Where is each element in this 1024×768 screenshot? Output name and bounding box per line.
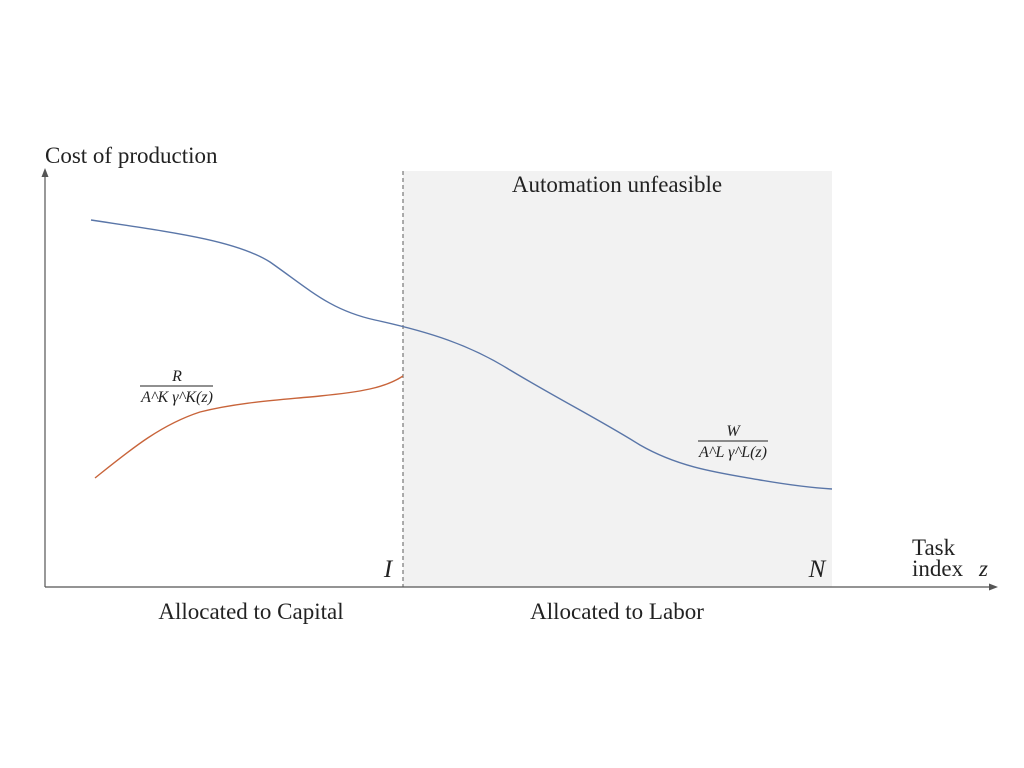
capital-formula-numerator: R bbox=[171, 368, 182, 385]
y-axis-label: Cost of production bbox=[45, 143, 218, 168]
automation-unfeasible-title: Automation unfeasible bbox=[512, 172, 722, 197]
marker-N: N bbox=[808, 556, 827, 583]
capital-cost-curve bbox=[94, 375, 404, 479]
marker-I: I bbox=[383, 556, 394, 583]
allocated-to-labor-label: Allocated to Labor bbox=[530, 599, 704, 624]
x-axis-arrow-icon bbox=[989, 583, 998, 591]
capital-cost-formula: R A^K γ^K(z) bbox=[140, 368, 213, 406]
labor-cost-formula: W A^L γ^L(z) bbox=[698, 423, 768, 461]
x-axis-variable: z bbox=[978, 556, 988, 581]
allocated-to-capital-label: Allocated to Capital bbox=[158, 599, 343, 624]
capital-formula-denominator: A^K γ^K(z) bbox=[140, 389, 213, 406]
y-axis-arrow-icon bbox=[41, 168, 49, 177]
x-axis-label-line2: index bbox=[912, 556, 964, 581]
labor-cost-curve bbox=[90, 219, 833, 490]
automation-unfeasible-region bbox=[403, 171, 832, 587]
x-axis-label-line1: Task bbox=[912, 535, 956, 560]
labor-formula-numerator: W bbox=[726, 423, 741, 440]
labor-formula-denominator: A^L γ^L(z) bbox=[698, 444, 767, 461]
